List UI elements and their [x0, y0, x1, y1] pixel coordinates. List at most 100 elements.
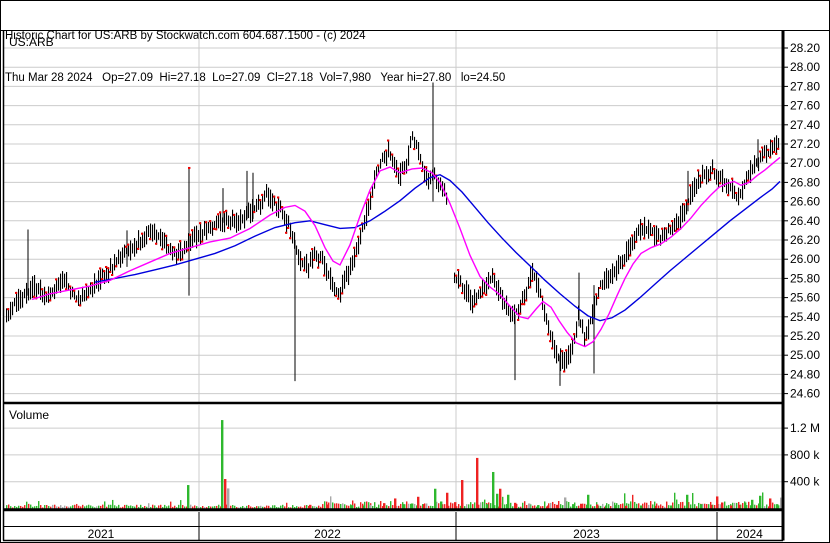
- volume-noise-bar: [252, 507, 254, 509]
- volume-noise-bar: [490, 503, 492, 509]
- candle-close-mark: [685, 199, 688, 202]
- volume-noise-bar: [664, 506, 666, 509]
- volume-noise-bar: [464, 506, 466, 509]
- candle: [138, 230, 140, 250]
- price-axis-tick-label: 26.80: [790, 175, 820, 189]
- candle: [688, 198, 690, 206]
- volume-noise-bar: [16, 506, 18, 509]
- candle: [30, 280, 32, 300]
- candle: [80, 295, 82, 307]
- moving-average-slow-line: [94, 173, 781, 322]
- candle: [616, 260, 618, 281]
- candle-close-mark: [525, 299, 528, 302]
- candle: [186, 240, 188, 253]
- candle-close-mark: [165, 234, 168, 237]
- candle-close-mark: [33, 295, 36, 298]
- candle: [194, 226, 196, 243]
- volume-bar: [496, 493, 499, 509]
- candle: [340, 286, 342, 303]
- candle-close-mark: [677, 228, 680, 231]
- volume-noise-bar: [214, 506, 216, 509]
- volume-noise-bar: [128, 505, 130, 509]
- candle-close-mark: [79, 304, 82, 307]
- candle: [446, 192, 448, 205]
- candle: [274, 195, 276, 206]
- volume-noise-bar: [150, 506, 152, 509]
- volume-noise-bar: [328, 502, 330, 509]
- candle: [776, 135, 778, 155]
- candle: [684, 203, 686, 222]
- candle: [66, 272, 68, 291]
- volume-noise-bar: [524, 501, 526, 509]
- volume-bar: [440, 501, 443, 509]
- candle: [750, 160, 752, 184]
- candle: [170, 242, 172, 256]
- volume-noise-bar: [60, 505, 62, 509]
- volume-noise-bar: [256, 506, 258, 509]
- candle: [470, 289, 472, 311]
- candle: [16, 291, 18, 312]
- volume-noise-bar: [676, 499, 678, 509]
- volume-noise-bar: [264, 506, 266, 509]
- volume-noise-bar: [678, 504, 680, 509]
- volume-noise-bar: [378, 504, 380, 509]
- volume-noise-bar: [48, 505, 50, 509]
- volume-noise-bar: [308, 505, 310, 509]
- candle: [318, 253, 320, 269]
- candle: [618, 255, 620, 275]
- volume-noise-bar: [296, 506, 298, 509]
- volume-noise-bar: [192, 506, 194, 509]
- candle: [364, 215, 366, 230]
- candle-close-mark: [303, 269, 306, 272]
- volume-noise-bar: [620, 504, 622, 509]
- candle: [410, 136, 412, 149]
- candle: [428, 172, 430, 190]
- candle-close-mark: [689, 184, 692, 187]
- candle: [300, 251, 302, 272]
- candle-close-mark: [105, 265, 108, 268]
- candle: [678, 216, 680, 231]
- volume-noise-bar: [110, 504, 112, 509]
- candle: [288, 215, 290, 229]
- candle: [746, 171, 748, 185]
- volume-noise-bar: [90, 505, 92, 509]
- volume-noise-bar: [216, 505, 218, 509]
- candle: [102, 268, 104, 281]
- candle: [524, 289, 526, 306]
- candle: [326, 263, 328, 281]
- volume-noise-bar: [304, 505, 306, 509]
- volume-noise-bar: [42, 507, 44, 509]
- candle: [118, 249, 120, 265]
- volume-noise-bar: [28, 503, 30, 509]
- candle: [328, 270, 330, 279]
- volume-noise-bar: [112, 499, 114, 509]
- candle: [220, 211, 222, 232]
- candle: [742, 181, 744, 200]
- candle: [754, 155, 756, 174]
- volume-noise-bar: [262, 506, 264, 509]
- candle-close-mark: [459, 284, 462, 287]
- candle: [760, 150, 762, 163]
- candle-close-mark: [361, 222, 364, 225]
- candle-close-mark: [599, 287, 602, 290]
- volume-noise-bar: [712, 504, 714, 509]
- candle: [182, 248, 184, 261]
- volume-noise-bar: [144, 506, 146, 509]
- volume-bar: [716, 496, 719, 509]
- volume-noise-bar: [780, 497, 782, 509]
- volume-noise-bar: [172, 506, 174, 509]
- candle: [246, 206, 248, 221]
- candle: [354, 246, 356, 268]
- candle: [94, 273, 96, 294]
- candle: [252, 199, 254, 222]
- candle: [574, 333, 576, 344]
- candle: [32, 276, 34, 299]
- candle: [216, 215, 218, 231]
- candle: [702, 164, 704, 184]
- candle: [712, 159, 714, 175]
- candle: [232, 209, 234, 227]
- price-axis-tick-label: 24.80: [790, 367, 820, 381]
- volume-noise-bar: [40, 505, 42, 509]
- candle: [270, 189, 272, 209]
